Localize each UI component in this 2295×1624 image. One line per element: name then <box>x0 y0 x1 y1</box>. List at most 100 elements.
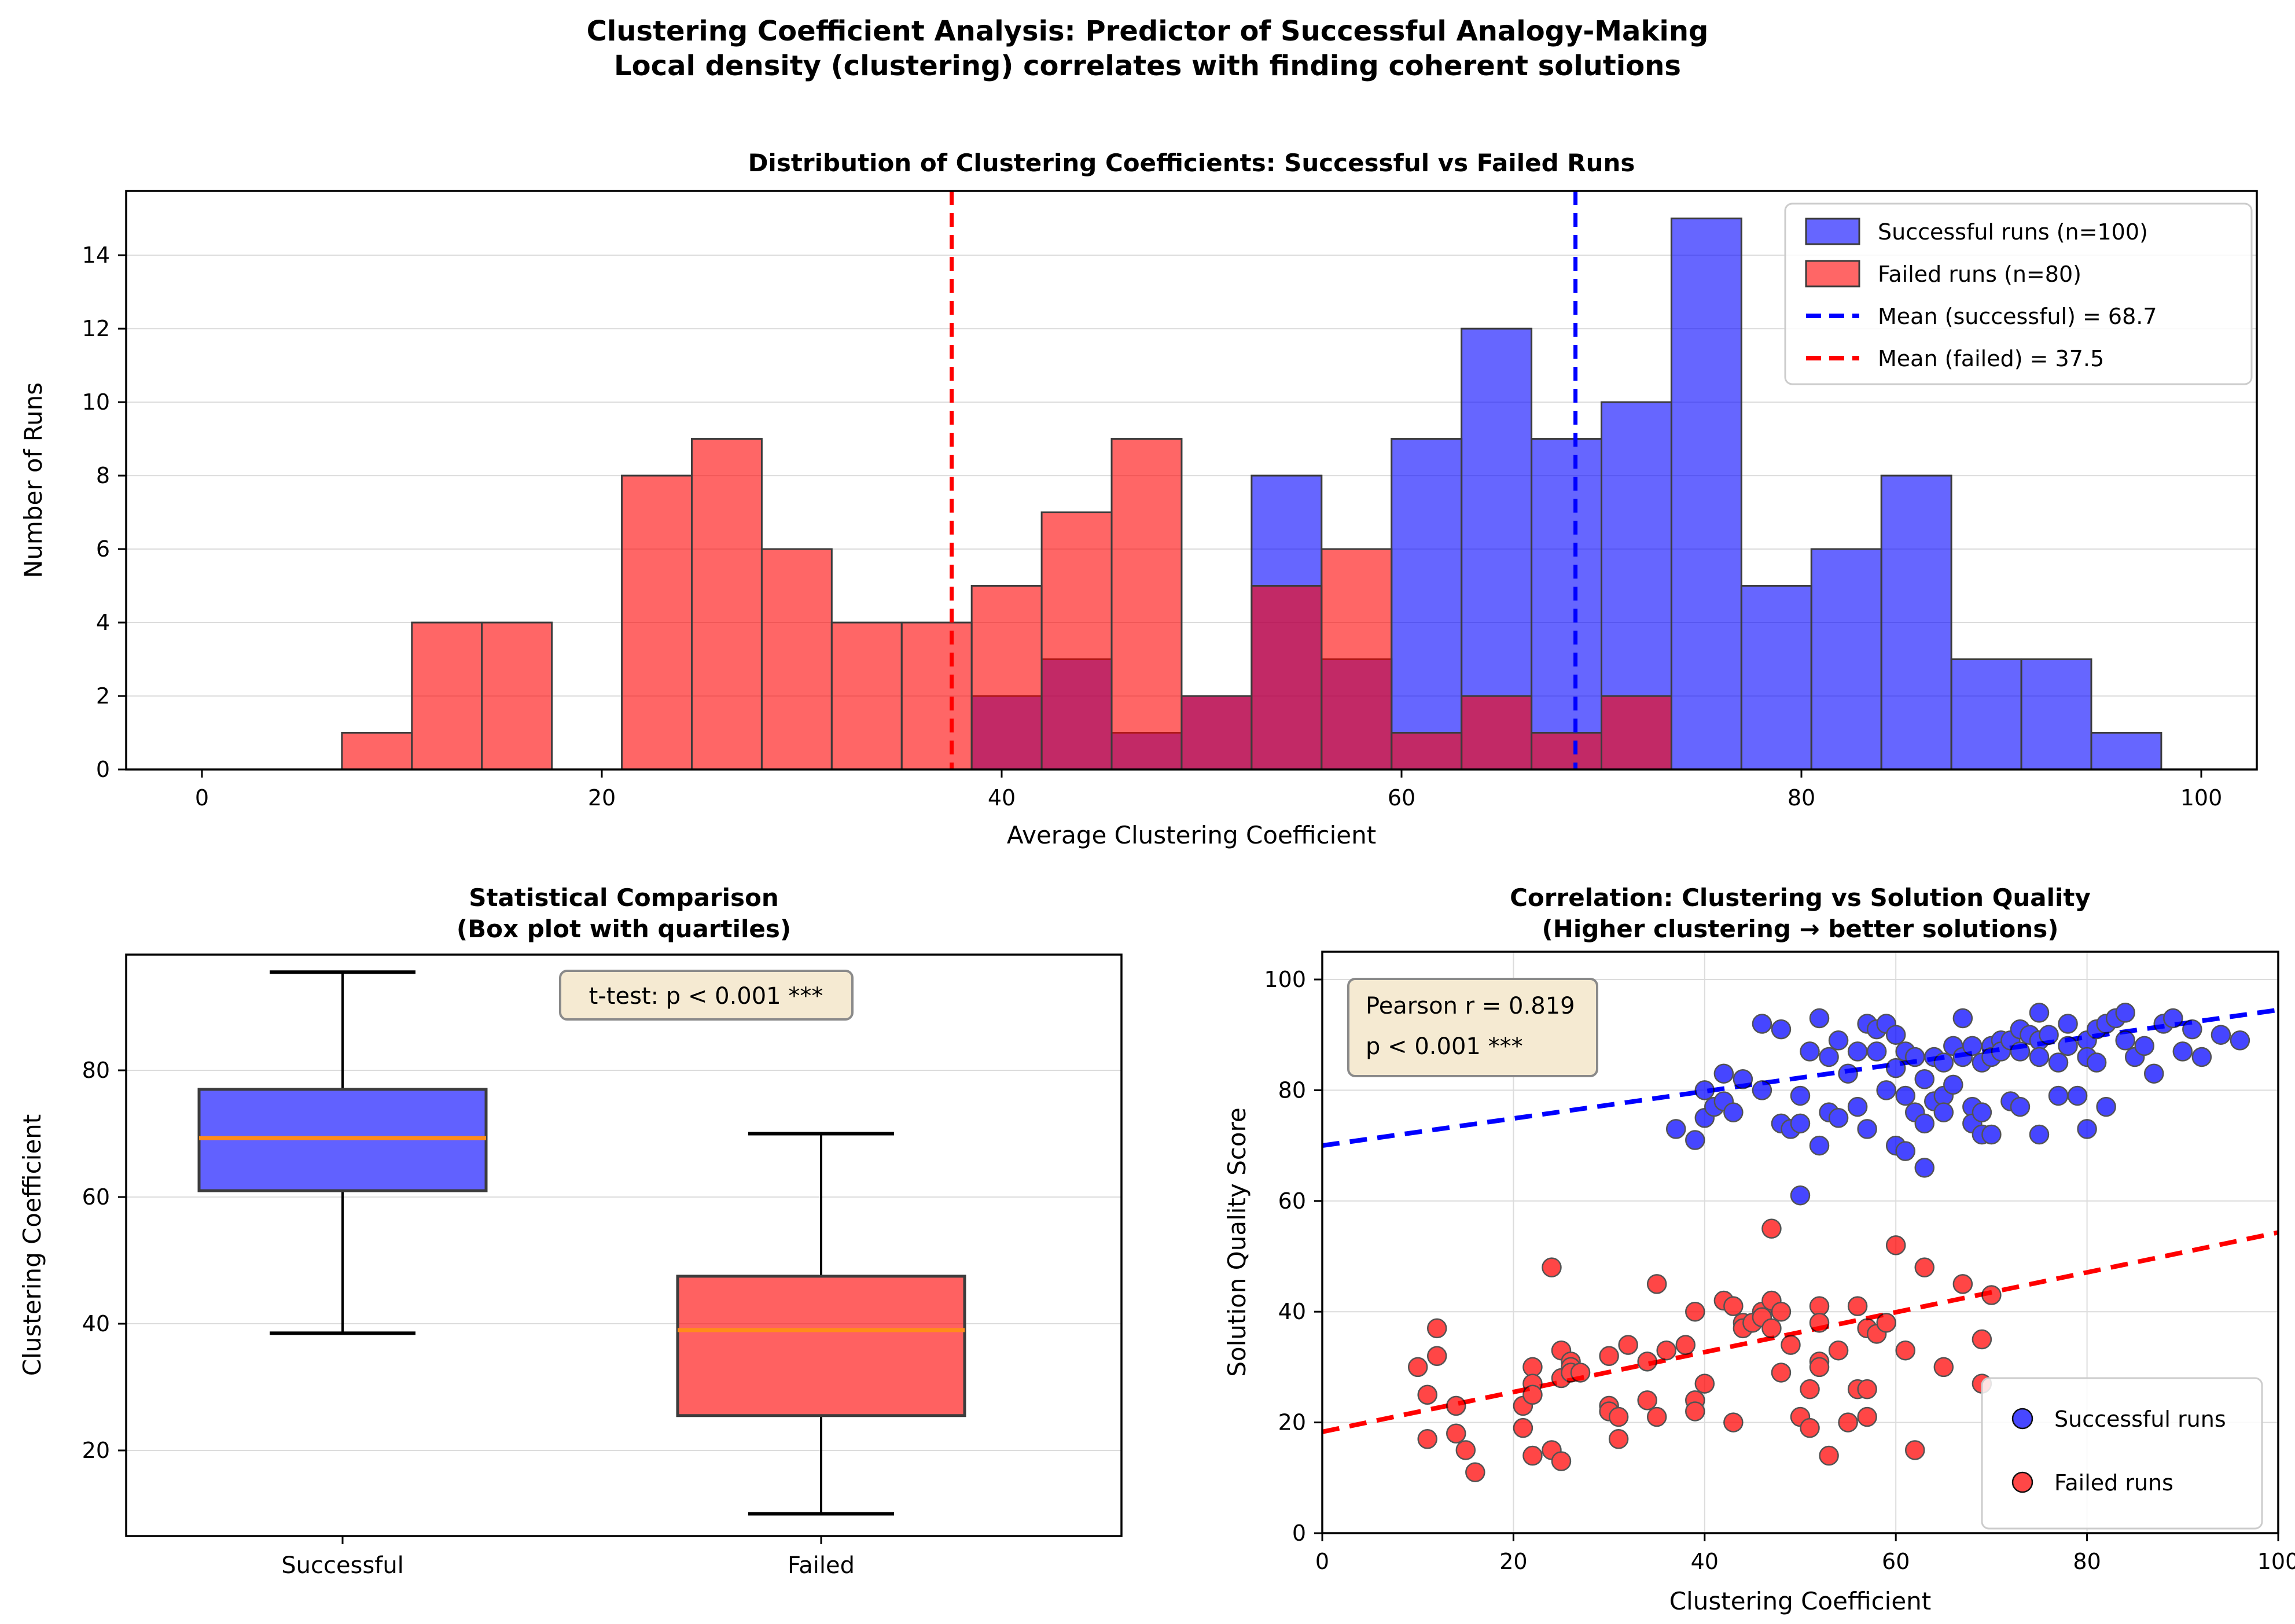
y-tick-label: 100 <box>1264 967 1306 992</box>
trendline-failed <box>1322 1230 2279 1434</box>
scatter-point-successful <box>2077 1119 2097 1139</box>
y-tick-label: 0 <box>96 757 110 782</box>
pearson-annotation: Pearson r = 0.819 p < 0.001 *** <box>1347 978 1598 1077</box>
histogram-xlabel: Average Clustering Coefficient <box>1007 821 1376 849</box>
legend-item-successful-runs: Successful runs (n=100) <box>1805 218 2148 245</box>
scatter-point-successful <box>1838 1063 1858 1084</box>
scatter-point-successful <box>1962 1036 1983 1056</box>
y-tick-label: 60 <box>1278 1188 1306 1214</box>
legend-label: Failed runs (n=80) <box>1878 262 2081 287</box>
y-tick-label: 4 <box>96 610 110 635</box>
x-tick-label: 80 <box>1788 785 1815 811</box>
y-tick-label: 40 <box>1278 1299 1306 1324</box>
legend-label: Successful runs <box>2054 1406 2226 1432</box>
scatter-point-failed <box>1895 1340 1915 1361</box>
histogram-bar-failed <box>1461 695 1533 771</box>
scatter-point-successful <box>1685 1130 1705 1150</box>
scatter-point-successful <box>2010 1041 2031 1062</box>
scatter-point-successful <box>1819 1047 1839 1067</box>
scatter-point-successful <box>2058 1014 2078 1034</box>
scatter-point-successful <box>2029 1124 2050 1145</box>
histogram-ylabel: Number of Runs <box>19 382 47 578</box>
histogram-bar-successful <box>1880 474 1952 771</box>
histogram-bar-failed <box>411 621 483 771</box>
scatter-point-failed <box>1685 1301 1705 1322</box>
scatter-point-failed <box>1800 1379 1820 1400</box>
scatter-point-failed <box>1608 1429 1629 1449</box>
scatter-point-successful <box>2230 1030 2250 1051</box>
scatter-title-line2: (Higher clustering → better solutions) <box>1542 915 2059 943</box>
scatter-point-failed <box>1761 1318 1782 1339</box>
scatter-point-failed <box>1646 1274 1667 1294</box>
x-tick-label: 20 <box>588 785 616 811</box>
scatter-points-failed <box>1407 1218 2002 1482</box>
legend-swatch <box>1805 260 1860 288</box>
annotation-box <box>1347 978 1598 1077</box>
scatter-point-failed <box>1723 1296 1744 1316</box>
scatter-point-successful <box>1857 1119 1877 1139</box>
trendline-successful <box>1322 1007 2279 1148</box>
scatter-point-failed <box>1809 1357 1830 1378</box>
x-tick-label: 20 <box>1499 1549 1527 1574</box>
scatter-point-successful <box>2048 1052 2069 1073</box>
scatter-point-failed <box>1952 1274 1973 1294</box>
boxplot-ticks: 20 40 60 80 Successful Failed <box>82 1058 855 1579</box>
histogram-bar-failed <box>621 474 693 771</box>
scatter-point-successful <box>1694 1080 1715 1100</box>
scatter-point-failed <box>1522 1357 1543 1378</box>
scatter-point-successful <box>1790 1185 1811 1206</box>
scatter-point-failed <box>1426 1318 1447 1339</box>
scatter-point-failed <box>1981 1285 2002 1305</box>
y-tick-label: 10 <box>82 389 110 415</box>
histogram-axes-frame <box>125 190 2258 771</box>
scatter-point-successful <box>1800 1041 1820 1062</box>
boxplot-title-line2: (Box plot with quartiles) <box>457 915 791 943</box>
histogram-bar-successful <box>1950 658 2022 771</box>
scatter-axes-frame <box>1321 951 2279 1534</box>
legend-marker <box>2011 1471 2033 1493</box>
scatter-point-successful <box>1981 1124 2002 1145</box>
scatter-point-failed <box>1809 1313 1830 1333</box>
scatter-point-failed <box>1522 1445 1543 1466</box>
scatter-point-successful <box>1885 1025 1906 1045</box>
scatter-ticks: 0 20 40 60 80 100 0 20 40 60 80 100 <box>1264 967 2295 1574</box>
scatter-point-successful <box>1752 1080 1772 1100</box>
histogram-bar-failed <box>760 548 833 771</box>
figure-suptitle-line2: Local density (clustering) correlates wi… <box>614 50 1681 82</box>
histogram-bar-failed <box>1180 695 1253 771</box>
scatter-point-successful <box>2182 1019 2202 1040</box>
legend-item-failed-runs: Failed runs (n=80) <box>1805 260 2081 288</box>
histogram-bar-failed <box>1251 585 1323 771</box>
x-tick-label: 40 <box>988 785 1016 811</box>
category-label-failed: Failed <box>788 1552 855 1579</box>
scatter-point-failed <box>1551 1451 1572 1471</box>
histogram-bar-successful <box>1531 438 1602 771</box>
scatter-point-failed <box>1904 1440 1925 1460</box>
x-tick-label: 40 <box>1691 1549 1719 1574</box>
category-label-successful: Successful <box>281 1552 404 1579</box>
scatter-point-failed <box>1972 1329 1992 1350</box>
scatter-point-successful <box>2172 1041 2193 1062</box>
histogram-bar-failed <box>900 621 973 771</box>
scatter-point-successful <box>1752 1014 1772 1034</box>
boxplot-title-line1: Statistical Comparison <box>469 883 779 912</box>
scatter-point-failed <box>1761 1218 1782 1239</box>
scatter-point-successful <box>1914 1069 1935 1089</box>
y-tick-label: 14 <box>82 242 110 268</box>
histogram-bar-failed <box>481 621 553 771</box>
scatter-point-failed <box>1608 1406 1629 1427</box>
scatter-subplot: Correlation: Clustering vs Solution Qual… <box>1223 883 2295 1615</box>
histogram-bar-failed <box>830 621 903 771</box>
scatter-point-successful <box>1952 1008 1973 1029</box>
histogram-bars-failed <box>341 438 1672 771</box>
scatter-point-successful <box>1943 1074 1963 1095</box>
scatter-point-failed <box>1857 1379 1877 1400</box>
legend-label: Mean (successful) = 68.7 <box>1878 304 2157 329</box>
scatter-point-successful <box>2115 1003 2135 1023</box>
scatter-title-line1: Correlation: Clustering vs Solution Qual… <box>1510 883 2091 912</box>
scatter-point-failed <box>1771 1301 1792 1322</box>
scatter-point-failed <box>1426 1346 1447 1367</box>
scatter-point-failed <box>1417 1429 1437 1449</box>
y-tick-label: 80 <box>82 1058 110 1083</box>
scatter-point-failed <box>1876 1313 1896 1333</box>
